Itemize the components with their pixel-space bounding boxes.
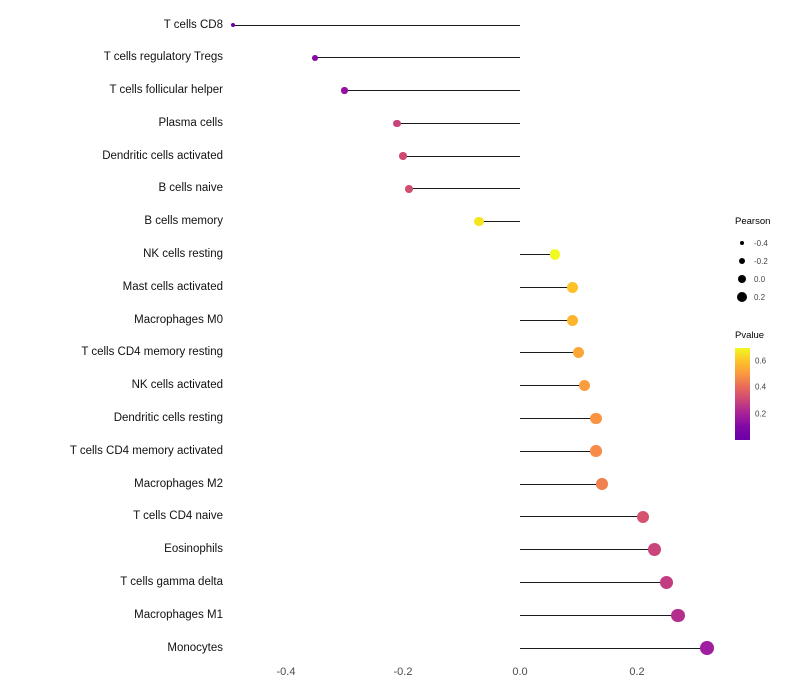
lollipop-dot — [659, 575, 673, 589]
lollipop-dot — [231, 22, 236, 28]
lollipop-dot — [636, 510, 650, 524]
category-label: Eosinophils — [164, 543, 223, 556]
category-label: T cells CD4 memory activated — [69, 444, 223, 457]
size-legend-dot — [738, 275, 746, 283]
category-label: Macrophages M2 — [134, 477, 223, 490]
category-label: B cells memory — [144, 215, 223, 228]
category-label: T cells regulatory Tregs — [103, 51, 223, 64]
legend: Pearson -0.4 -0.2 0.0 0.2 Pvalue 0.6 0.4 0.2 — [735, 216, 799, 440]
lollipop-stem — [520, 581, 667, 583]
size-legend-entry: -0.2 — [735, 252, 799, 270]
category-label: B cells naive — [158, 182, 223, 195]
lollipop-stem — [233, 24, 520, 26]
pvalue-colorbar — [735, 348, 750, 440]
pvalue-colorbar-tick: 0.6 — [755, 356, 767, 366]
lollipop-stem — [520, 549, 655, 551]
lollipop-stem — [479, 221, 520, 223]
legend-pvalue-title: Pvalue — [735, 330, 765, 341]
x-tick-label: 0.0 — [512, 666, 528, 678]
lollipop-dot — [590, 412, 602, 425]
lollipop-dot — [312, 54, 319, 61]
lollipop-dot — [549, 249, 561, 260]
lollipop-stem — [520, 385, 585, 387]
size-legend-dot-box — [735, 241, 749, 245]
lollipop-stem — [520, 417, 597, 419]
size-legend-label: -0.2 — [754, 256, 768, 266]
category-label: Plasma cells — [158, 116, 223, 129]
lollipop-stem — [344, 90, 520, 92]
lollipop-dot — [578, 380, 590, 392]
category-label: Macrophages M0 — [134, 313, 223, 326]
size-legend: -0.4 -0.2 0.0 0.2 — [735, 234, 799, 306]
pvalue-colorbar-wrap: 0.6 0.4 0.2 — [735, 348, 799, 440]
lollipop-dot — [671, 608, 685, 622]
x-tick-label: 0.2 — [629, 666, 645, 678]
lollipop-dot — [648, 543, 661, 556]
category-label: T cells CD8 — [163, 18, 223, 31]
lollipop-stem — [520, 286, 573, 288]
lollipop-dot — [399, 152, 407, 160]
size-legend-entry: 0.0 — [735, 270, 799, 288]
lollipop-stem — [408, 188, 520, 190]
category-label: Dendritic cells activated — [102, 149, 223, 162]
category-label: Mast cells activated — [122, 280, 223, 293]
size-legend-label: 0.2 — [754, 292, 766, 302]
lollipop-stem — [520, 516, 643, 518]
category-label: T cells CD4 naive — [133, 510, 223, 523]
size-legend-dot-box — [735, 292, 749, 302]
x-tick-label: -0.2 — [393, 666, 413, 678]
category-label: T cells CD4 memory resting — [81, 346, 223, 359]
lollipop-stem — [520, 647, 708, 649]
legend-pearson-title: Pearson — [735, 216, 771, 227]
x-tick-label: -0.4 — [276, 666, 296, 678]
lollipop-dot — [596, 478, 608, 490]
pvalue-colorbar-tick: 0.4 — [755, 382, 767, 392]
lollipop-dot — [572, 347, 585, 359]
lollipop-stem — [520, 483, 602, 485]
lollipop-dot — [404, 185, 413, 193]
category-label: NK cells resting — [143, 248, 223, 261]
size-legend-entry: 0.2 — [735, 288, 799, 306]
category-label: Macrophages M1 — [134, 608, 223, 621]
size-legend-dot-box — [735, 275, 749, 283]
lollipop-stem — [315, 57, 520, 59]
size-legend-label: -0.4 — [754, 238, 768, 248]
category-label: Monocytes — [167, 641, 223, 654]
lollipop-stem — [403, 155, 520, 157]
lollipop-dot — [567, 314, 579, 326]
lollipop-dot — [474, 217, 484, 227]
lollipop-dot — [341, 87, 348, 94]
lollipop-dot — [590, 445, 602, 458]
lollipop-stem — [397, 122, 520, 124]
lollipop-stem — [520, 450, 597, 452]
lollipop-dot — [393, 119, 401, 128]
size-legend-label: 0.0 — [754, 274, 766, 284]
size-legend-entry: -0.4 — [735, 234, 799, 252]
category-label: Dendritic cells resting — [113, 411, 223, 424]
lollipop-stem — [520, 352, 579, 354]
lollipop-dot — [700, 641, 715, 655]
lollipop-dot — [567, 281, 579, 293]
size-legend-dot — [740, 241, 744, 245]
lollipop-stem — [520, 319, 573, 321]
pvalue-colorbar-tick: 0.2 — [755, 409, 767, 419]
lollipop-stem — [520, 614, 678, 616]
size-legend-dot — [739, 258, 745, 264]
lollipop-stem — [520, 254, 556, 256]
category-label: T cells gamma delta — [120, 575, 223, 588]
category-label: T cells follicular helper — [109, 84, 223, 97]
size-legend-dot-box — [735, 258, 749, 264]
category-label: NK cells activated — [131, 379, 223, 392]
size-legend-dot — [737, 292, 747, 302]
